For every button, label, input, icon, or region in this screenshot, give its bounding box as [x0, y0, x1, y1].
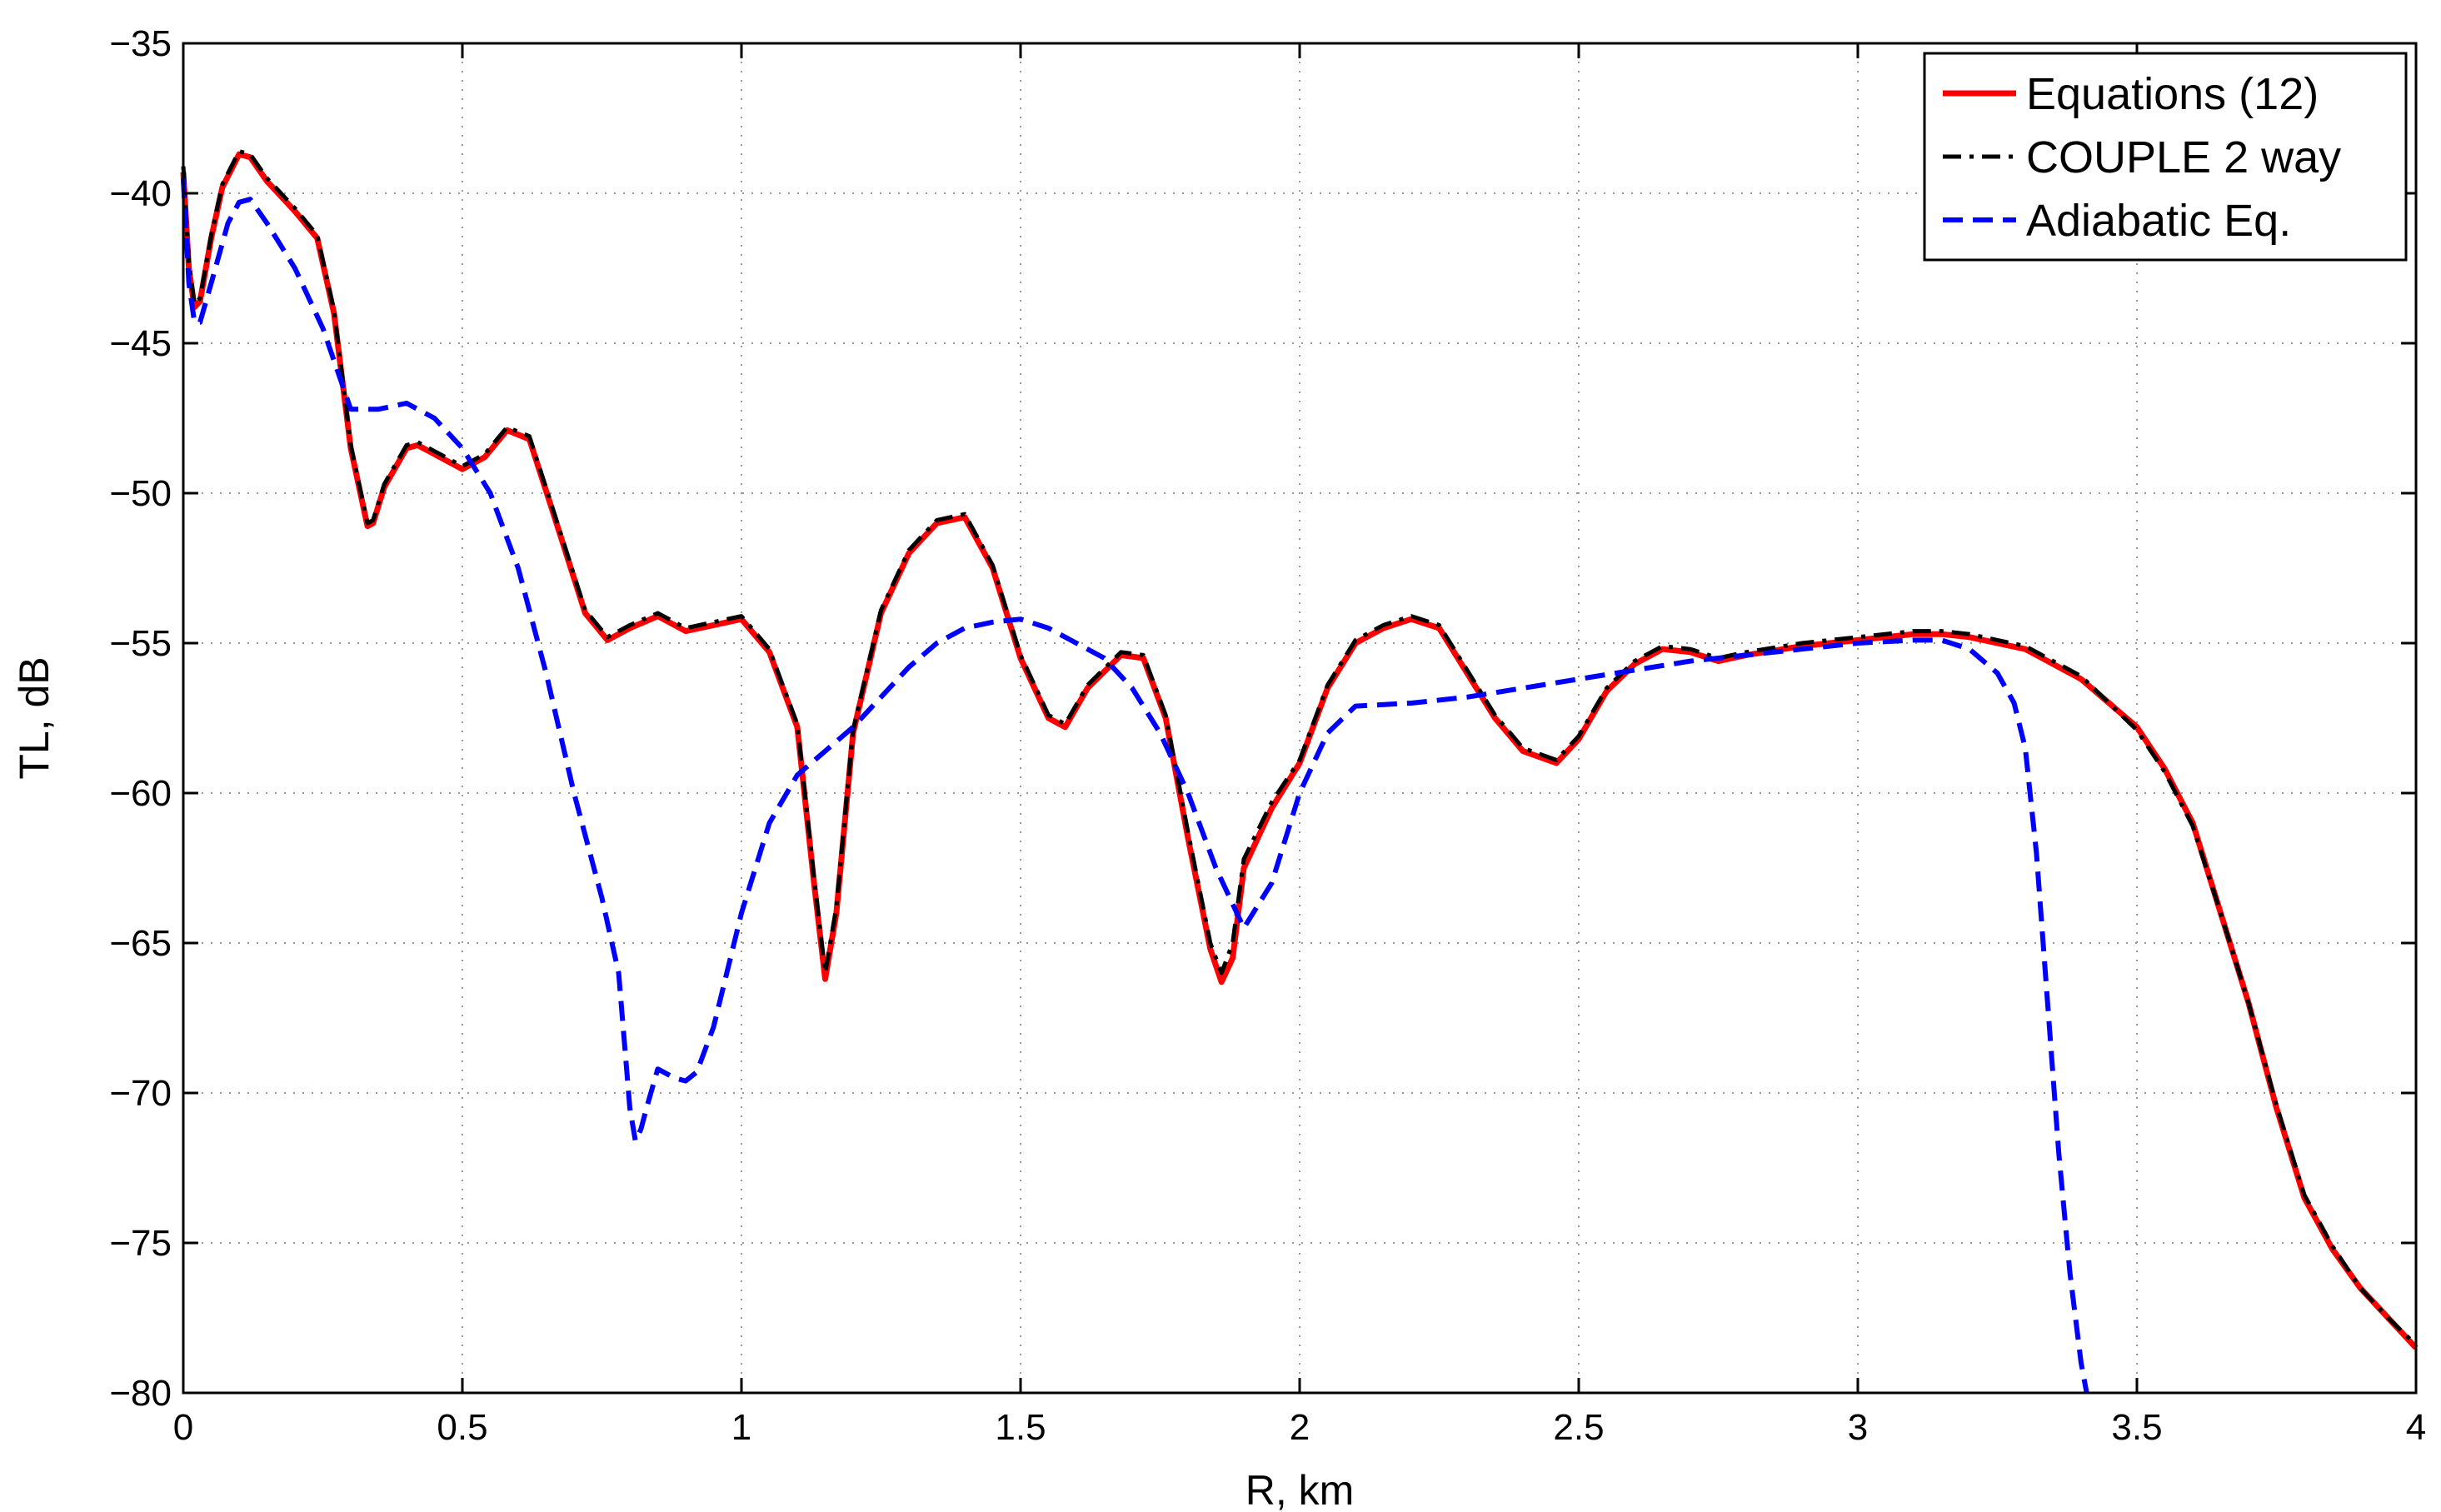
x-tick-label: 0 — [173, 1407, 193, 1448]
legend-label-couple: COUPLE 2 way — [2026, 132, 2341, 182]
x-tick-label: 4 — [2406, 1407, 2426, 1448]
y-tick-label: −40 — [109, 173, 172, 214]
y-tick-label: −35 — [109, 23, 172, 64]
legend: Equations (12) COUPLE 2 way Adiabatic Eq… — [1923, 52, 2408, 262]
x-tick-label: 0.5 — [437, 1407, 487, 1448]
x-tick-label: 3.5 — [2111, 1407, 2162, 1448]
x-axis-label: R, km — [1245, 1467, 1355, 1512]
series-line-adiabatic — [181, 177, 2089, 1394]
y-tick-label: −65 — [109, 923, 172, 964]
axis-ticks: 0 0.5 1 1.5 2 2.5 3 3.5 4 −80 −75 −70 −65 −60 −55 −50 −4… — [109, 23, 2426, 1448]
series-layer — [180, 149, 2419, 1394]
y-tick-label: −50 — [109, 473, 172, 514]
legend-box — [1923, 52, 2408, 262]
series-line-couple — [181, 149, 2418, 1347]
y-tick-label: −80 — [109, 1373, 172, 1414]
y-tick-label: −60 — [109, 773, 172, 814]
legend-label-adiabatic: Adiabatic Eq. — [2026, 196, 2291, 246]
y-tick-label: −70 — [109, 1073, 172, 1114]
y-tick-label: −75 — [109, 1223, 172, 1264]
x-tick-label: 3 — [1848, 1407, 1868, 1448]
x-tick-label: 2 — [1290, 1407, 1310, 1448]
x-tick-label: 2.5 — [1553, 1407, 1604, 1448]
y-axis-label: TL, dB — [11, 656, 57, 779]
x-tick-label: 1 — [731, 1407, 751, 1448]
legend-label-equations: Equations (12) — [2026, 69, 2319, 119]
y-tick-label: −55 — [109, 623, 172, 664]
y-tick-label: −45 — [109, 323, 172, 364]
x-tick-label: 1.5 — [995, 1407, 1046, 1448]
